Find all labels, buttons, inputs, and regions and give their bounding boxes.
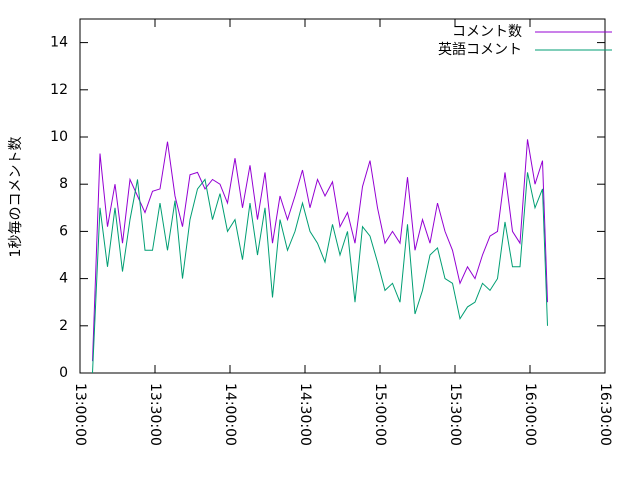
- y-tick-label: 4: [59, 271, 68, 287]
- x-tick-label: 16:30:00: [597, 383, 613, 446]
- y-tick-label: 8: [59, 176, 68, 192]
- series-line: [92, 139, 548, 362]
- y-tick-label: 0: [59, 365, 68, 381]
- y-axis-label: 1秒毎のコメント数: [8, 137, 24, 258]
- x-tick-label: 14:30:00: [297, 383, 313, 446]
- x-tick-label: 15:00:00: [372, 383, 388, 446]
- y-tick-label: 12: [50, 82, 68, 98]
- y-tick-label: 2: [59, 318, 68, 334]
- y-tick-label: 6: [59, 223, 68, 239]
- x-tick-label: 16:00:00: [522, 383, 538, 446]
- x-tick-label: 14:00:00: [222, 383, 238, 446]
- legend-label: コメント数: [452, 24, 522, 40]
- plot-border: [79, 18, 606, 374]
- x-tick-label: 13:30:00: [147, 383, 163, 446]
- legend-label: 英語コメント: [438, 41, 522, 58]
- series-line: [92, 172, 548, 374]
- y-tick-label: 10: [50, 129, 68, 145]
- x-tick-label: 13:00:00: [72, 383, 88, 446]
- x-tick-label: 15:30:00: [447, 383, 463, 446]
- y-tick-label: 14: [50, 35, 68, 51]
